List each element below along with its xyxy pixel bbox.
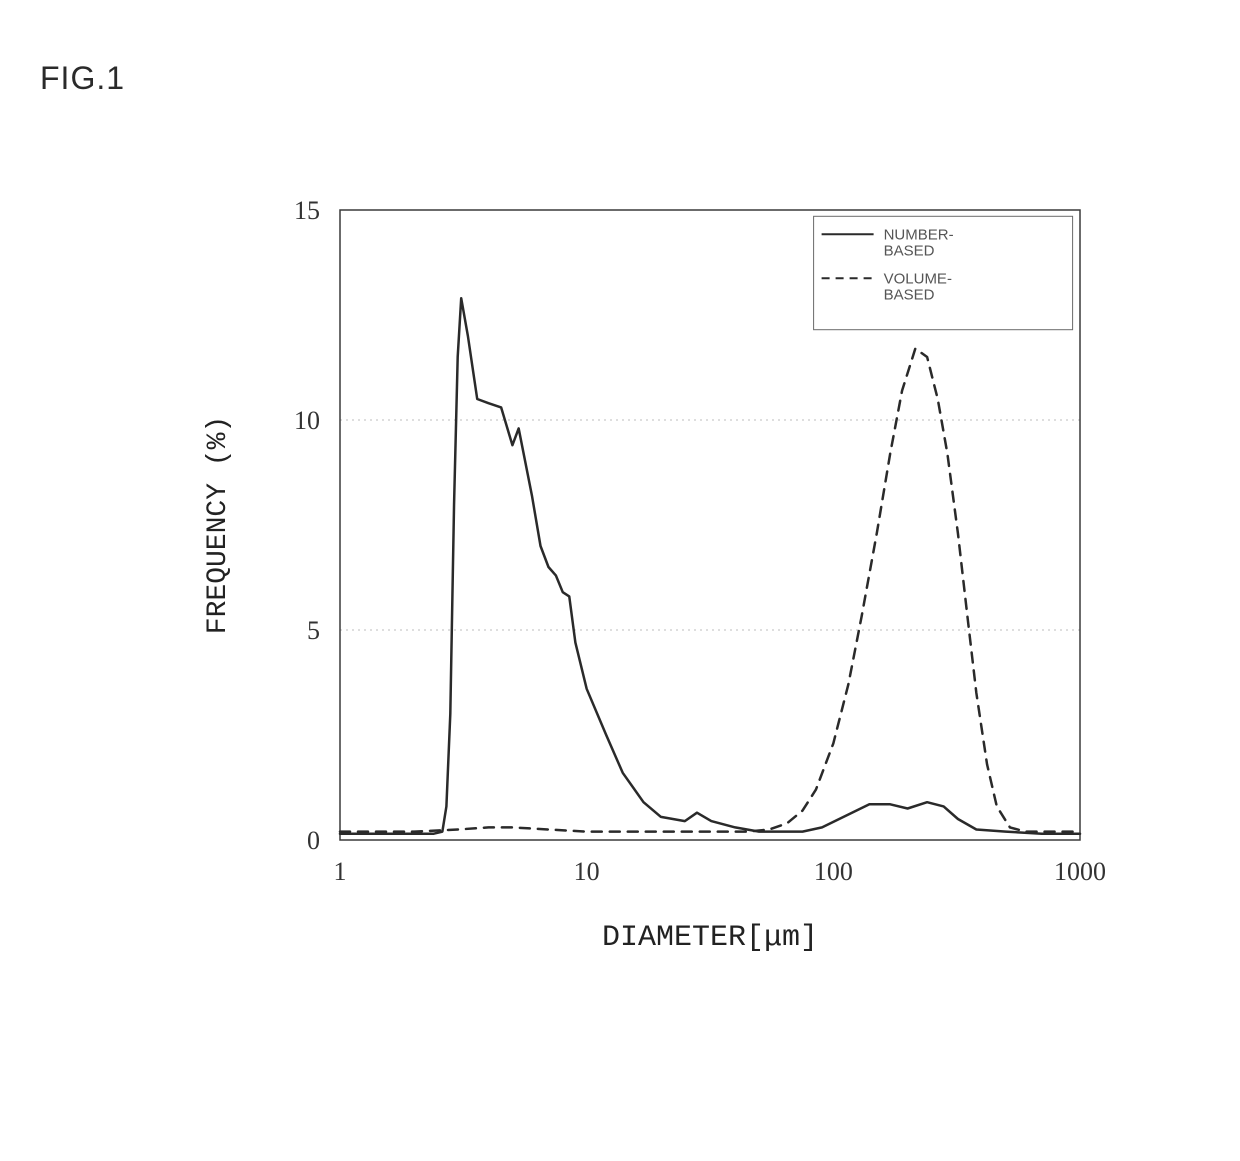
x-axis-label: DIAMETER[μm] bbox=[602, 921, 818, 955]
legend: NUMBER-BASEDVOLUME-BASED bbox=[814, 216, 1073, 329]
x-axis-ticks: 1 10 100 1000 bbox=[334, 857, 1107, 886]
y-axis-label: FREQUENCY (%) bbox=[203, 416, 234, 634]
svg-text:100: 100 bbox=[814, 857, 853, 886]
figure-label: FIG.1 bbox=[40, 60, 125, 97]
frequency-diameter-chart: 1 10 100 1000 0 5 10 15 DIAMETER[μm] FREQUENCY… bbox=[150, 180, 1110, 1000]
svg-text:15: 15 bbox=[294, 196, 320, 225]
svg-text:10: 10 bbox=[294, 406, 320, 435]
svg-text:10: 10 bbox=[574, 857, 600, 886]
svg-text:VOLUME-: VOLUME- bbox=[884, 270, 952, 287]
svg-text:0: 0 bbox=[307, 826, 320, 855]
svg-text:BASED: BASED bbox=[884, 286, 935, 303]
y-axis-ticks: 0 5 10 15 bbox=[294, 196, 320, 855]
svg-text:1000: 1000 bbox=[1054, 857, 1106, 886]
svg-text:5: 5 bbox=[307, 616, 320, 645]
svg-text:BASED: BASED bbox=[884, 242, 935, 259]
svg-text:1: 1 bbox=[334, 857, 347, 886]
svg-text:NUMBER-: NUMBER- bbox=[884, 226, 954, 243]
